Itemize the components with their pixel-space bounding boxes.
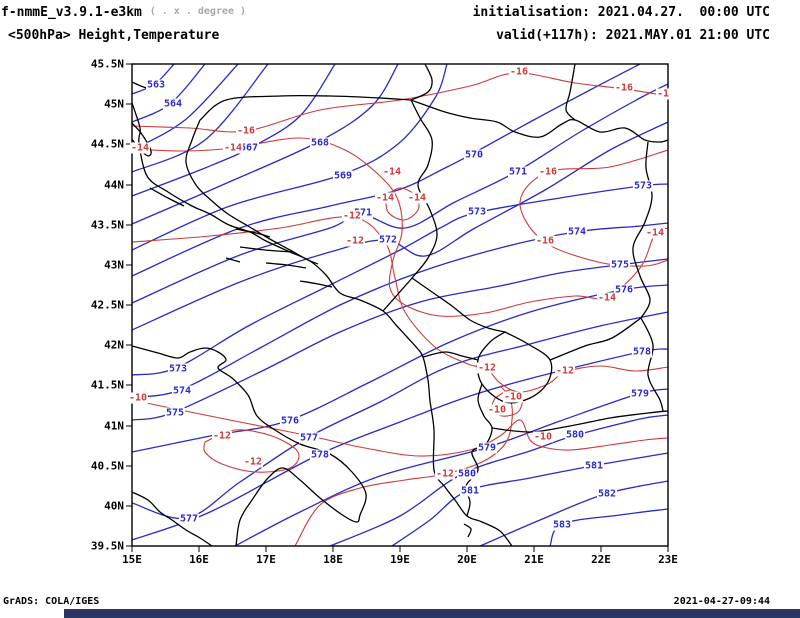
height-contour-582 [479,480,668,546]
initialisation-time: initialisation: 2021.04.27. 00:00 UTC [472,5,770,20]
height-contour-577 [132,311,668,520]
temp-contour--16 [132,72,668,133]
coastlines-borders [132,64,668,546]
height-contour-579 [234,388,668,546]
temp-contour--12 [203,429,300,473]
height-contour-578 [132,348,668,541]
temperature-contours [132,72,668,546]
height-contour-576 [132,284,668,453]
dugi-otok [149,187,185,207]
plot-frame [131,63,669,547]
vis [225,257,241,263]
taskbar-fragment [64,609,800,618]
height-contour-565 [132,64,239,151]
kosovo-border [476,331,553,404]
macedonia-greece-border [491,410,668,433]
mljet [299,280,333,288]
axis-ticks [126,63,669,552]
height-contour-575 [132,258,668,421]
hvar [239,246,293,253]
height-contour-563 [132,64,175,95]
temp-contour--10 [132,399,668,457]
height-contour-580 [329,414,668,546]
pag-island [132,122,152,157]
plot-subtitle: <500hPa> Height,Temperature [8,28,220,43]
macedonia-bulgaria-border [640,317,664,412]
height-contour-564 [132,64,206,123]
danube [410,99,668,143]
height-contours [132,64,668,546]
serbia-bulgaria-border [632,141,653,319]
temp-contour--12 [132,216,668,393]
montenegro-albania-border [422,351,479,361]
serbia-montenegro-border [411,277,506,333]
macedonia-north-border [549,317,642,361]
bosnia-north-border [199,94,412,121]
brac [235,228,271,238]
model-name: f-nmmE_v3.9.1-e3km [1,5,142,20]
corfu [463,523,472,538]
grid-resolution-note: ( . x . degree ) [149,6,247,17]
height-contour-583 [549,508,668,546]
height-contour-574 [132,222,668,398]
croatia-albania-greece-coast [132,102,513,546]
height-contour-571 [132,83,668,304]
korcula [265,262,307,269]
croatia-serbia-top [410,64,433,101]
model-title: f-nmmE_v3.9.1-e3km ( . x . degree ) [1,5,246,20]
bosnia-west-border [185,119,319,265]
height-contour-567 [132,64,336,197]
valid-time: valid(+117h): 2021.MAY.01 21:00 UTC [496,28,770,43]
romania-serbia-top [565,64,576,121]
italy-tyrrhenian [132,491,213,546]
height-contour-566 [132,64,269,173]
drina-border [382,99,438,312]
grads-attribution: GrADS: COLA/IGES [3,596,100,607]
creation-timestamp: 2021-04-27-09:44 [673,596,770,607]
height-contour-573 [132,183,668,376]
height-contour-572 [132,121,668,331]
height-contour-569 [132,64,448,251]
italy-adriatic-puglia [132,345,367,546]
temp-contour--14 [385,187,420,221]
